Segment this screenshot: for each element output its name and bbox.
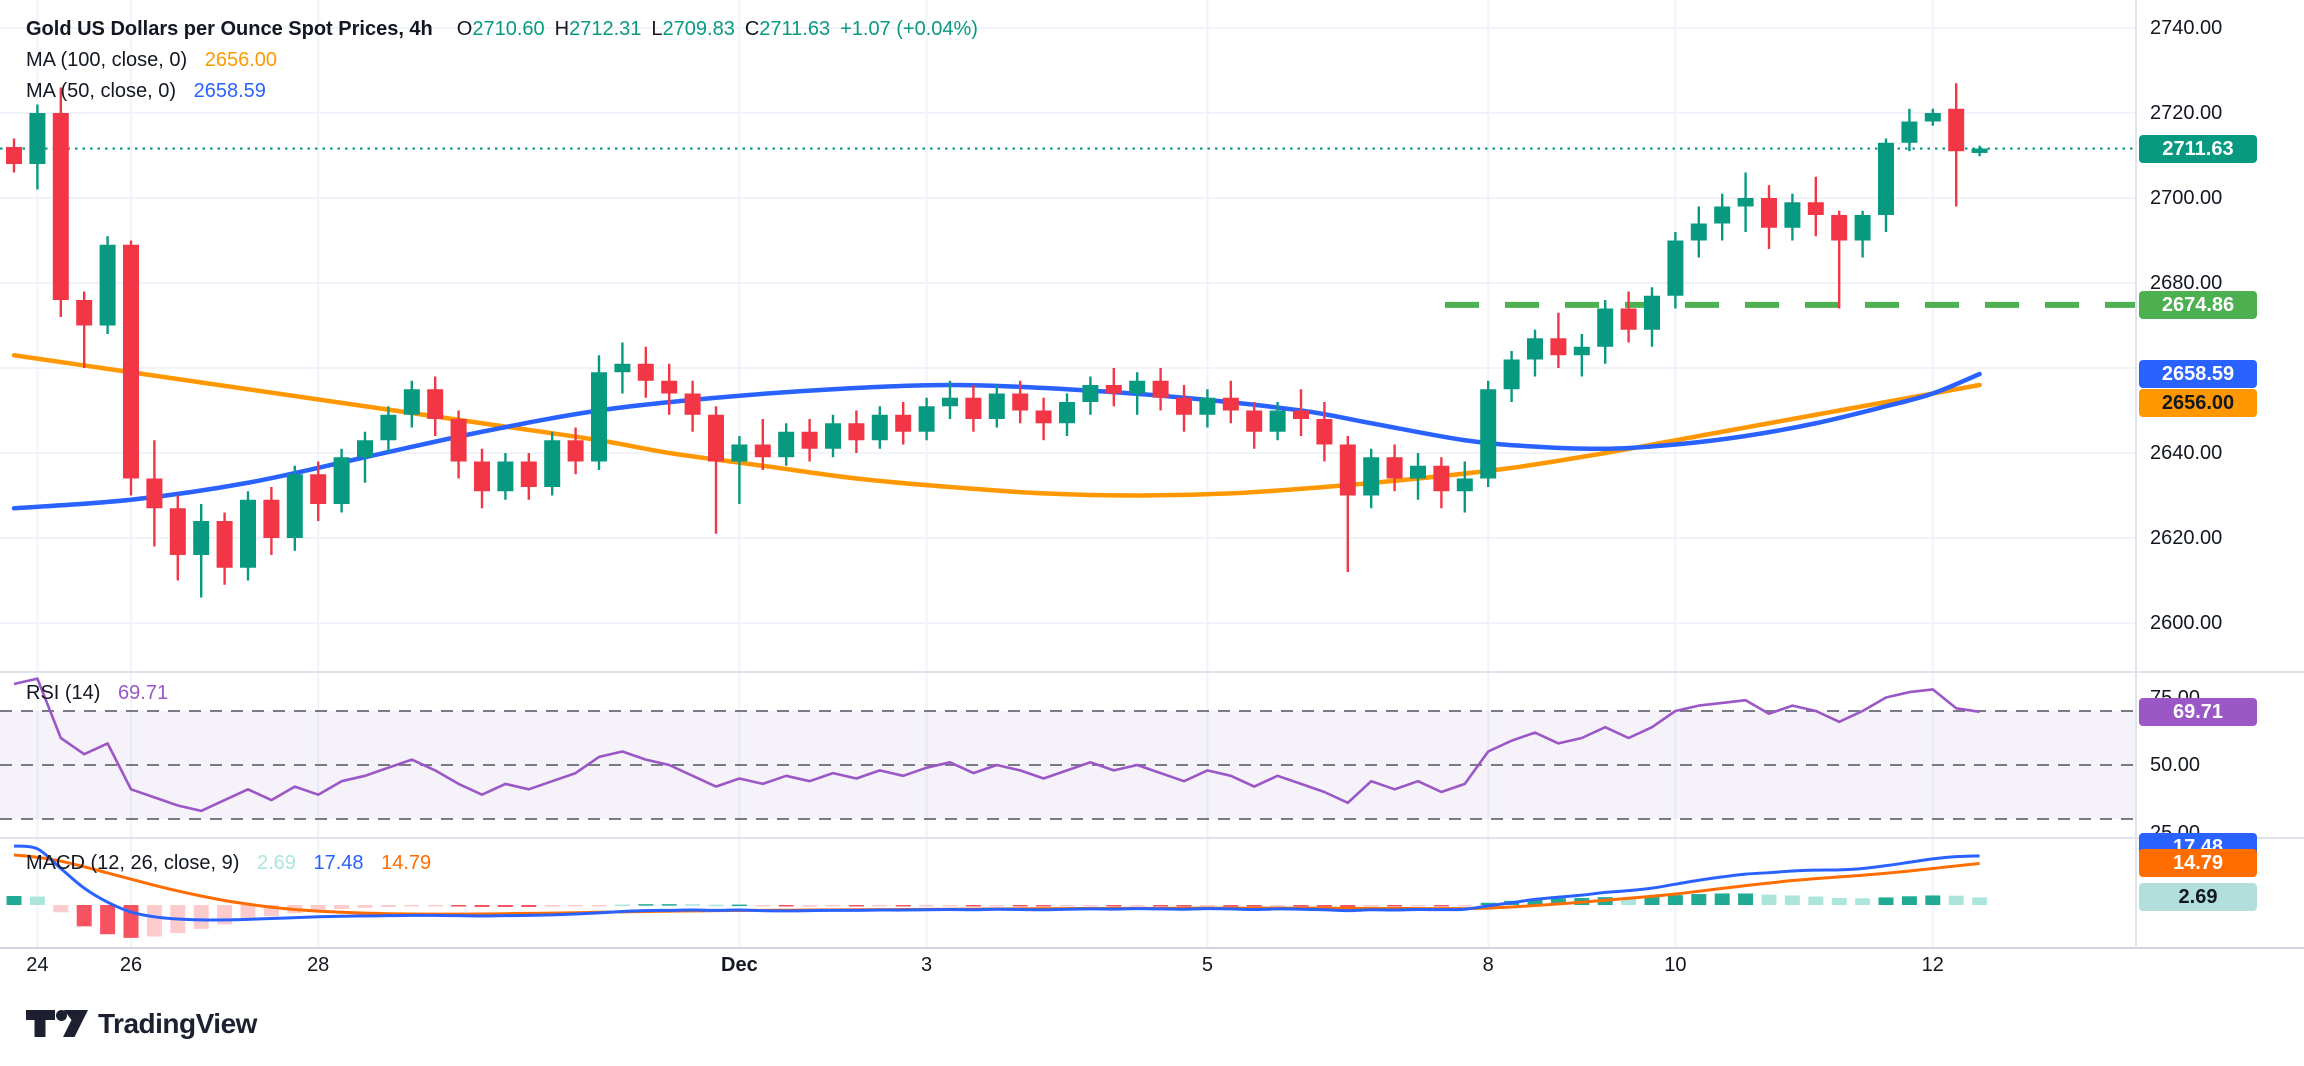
price-tick-2620.00: 2620.00 bbox=[2150, 527, 2223, 549]
macd-hist-value: 2.69 bbox=[256, 852, 296, 874]
main-legend: Gold US Dollars per Ounce Spot Prices, 4… bbox=[26, 14, 978, 107]
price-tick-2700.00: 2700.00 bbox=[2150, 187, 2223, 209]
ma100-legend-row[interactable]: MA (100, close, 0) 2656.00 bbox=[26, 45, 978, 76]
price-chart[interactable] bbox=[0, 0, 2304, 990]
ma50-value: 2658.59 bbox=[193, 80, 266, 102]
macd-signal-value: 14.79 bbox=[381, 852, 432, 874]
ma100-value: 2656.00 bbox=[204, 49, 278, 71]
rsi-badge-69.71[interactable]: 69.71 bbox=[2139, 697, 2257, 726]
price-badge-2674.86[interactable]: 2674.86 bbox=[2139, 290, 2257, 319]
time-label-Dec: Dec bbox=[721, 954, 758, 976]
price-badge-2711.63[interactable]: 2711.63 bbox=[2139, 134, 2257, 163]
price-tick-2600.00: 2600.00 bbox=[2150, 612, 2223, 634]
time-label-8: 8 bbox=[1482, 954, 1494, 976]
ma50-legend-row[interactable]: MA (50, close, 0) 2658.59 bbox=[26, 76, 978, 107]
macd-badge-2.69[interactable]: 2.69 bbox=[2139, 883, 2257, 912]
rsi-tick-50.00: 50.00 bbox=[2150, 754, 2201, 776]
rsi-value: 69.71 bbox=[118, 682, 169, 704]
change-value: +1.07 (+0.04%) bbox=[840, 18, 978, 40]
price-badge-2658.59[interactable]: 2658.59 bbox=[2139, 359, 2257, 388]
ohlc-values: O2710.60 H2712.31 L2709.83 C2711.63 bbox=[456, 18, 831, 40]
price-badge-2656.00[interactable]: 2656.00 bbox=[2139, 389, 2257, 417]
time-label-10: 10 bbox=[1664, 954, 1687, 976]
time-label-3: 3 bbox=[921, 954, 933, 976]
tradingview-logo-icon bbox=[26, 1010, 88, 1037]
rsi-label: RSI (14) bbox=[26, 682, 101, 704]
price-tick-2640.00: 2640.00 bbox=[2150, 442, 2223, 464]
ma100-label: MA (100, close, 0) bbox=[26, 49, 188, 71]
price-tick-2740.00: 2740.00 bbox=[2150, 17, 2223, 39]
tradingview-logo-text: TradingView bbox=[98, 1008, 257, 1039]
time-label-28: 28 bbox=[307, 954, 330, 976]
price-tick-2680.00: 2680.00 bbox=[2150, 272, 2223, 294]
macd-badge-14.79[interactable]: 14.79 bbox=[2139, 849, 2257, 878]
macd-label: MACD (12, 26, close, 9) bbox=[26, 852, 240, 874]
symbol-title[interactable]: Gold US Dollars per Ounce Spot Prices, 4… bbox=[26, 18, 433, 40]
price-tick-2720.00: 2720.00 bbox=[2150, 102, 2223, 124]
macd-line-value: 17.48 bbox=[313, 852, 364, 874]
symbol-row[interactable]: Gold US Dollars per Ounce Spot Prices, 4… bbox=[26, 14, 978, 45]
tradingview-logo[interactable]: TradingView bbox=[26, 1008, 257, 1040]
rsi-legend[interactable]: RSI (14) 69.71 bbox=[26, 682, 168, 705]
time-label-5: 5 bbox=[1201, 954, 1213, 976]
time-label-26: 26 bbox=[119, 954, 143, 976]
ma50-label: MA (50, close, 0) bbox=[26, 80, 177, 102]
macd-legend[interactable]: MACD (12, 26, close, 9) 2.69 17.48 14.79 bbox=[26, 852, 431, 875]
time-label-24: 24 bbox=[26, 954, 49, 976]
time-label-12: 12 bbox=[1921, 954, 1944, 976]
